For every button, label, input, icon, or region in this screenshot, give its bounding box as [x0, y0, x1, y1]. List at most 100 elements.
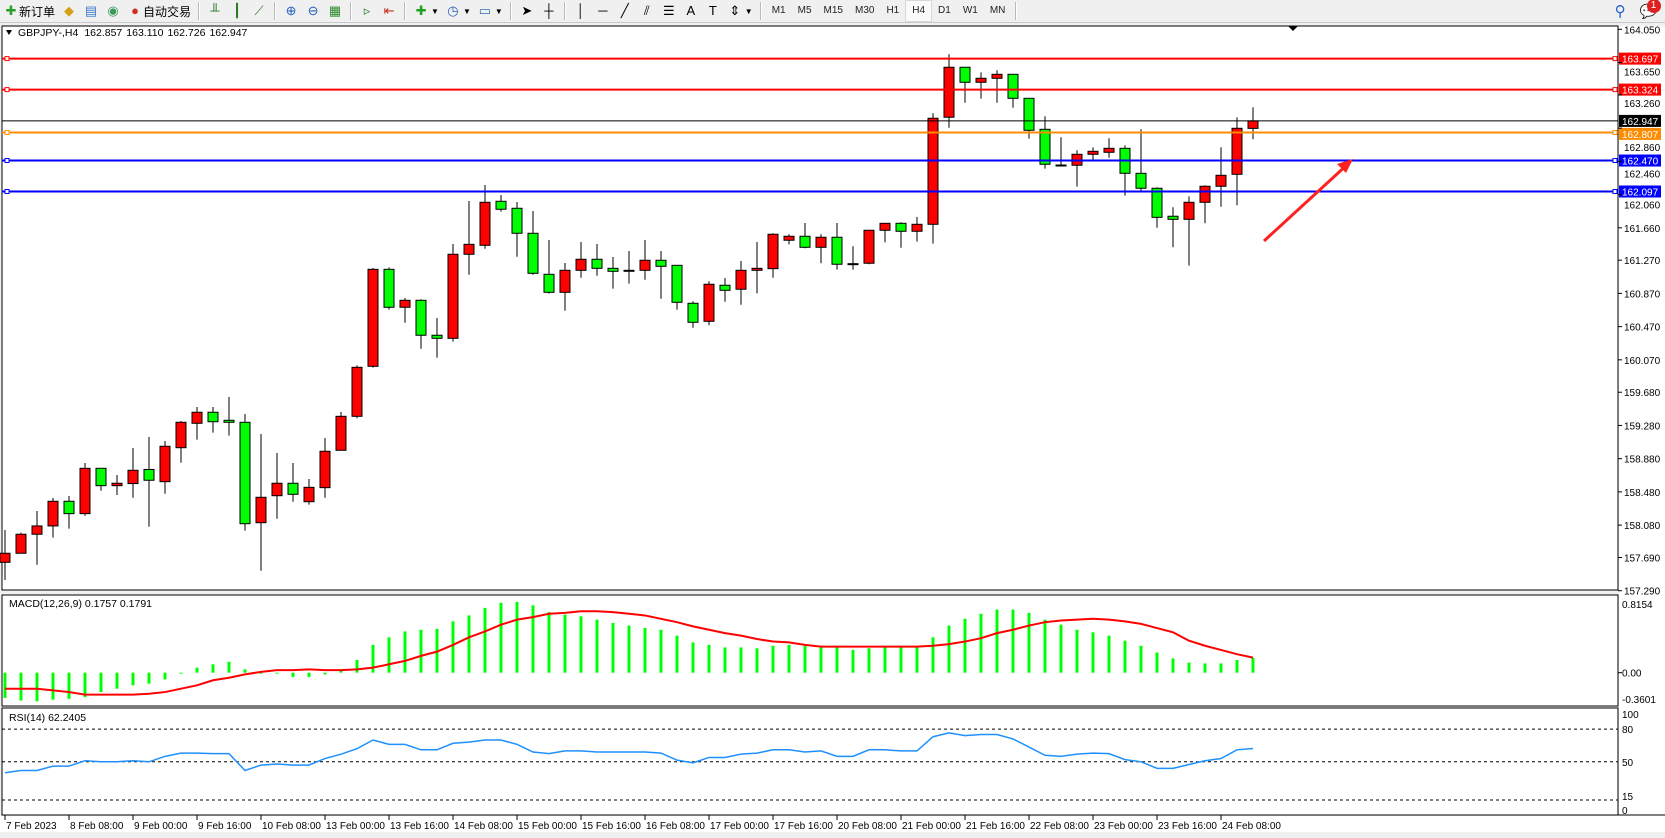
level-handle-icon[interactable] [1612, 130, 1618, 136]
signals-button[interactable]: ◉ [102, 1, 124, 21]
add-indicator-icon: ✚ [415, 3, 427, 18]
level-handle-icon[interactable] [1612, 188, 1618, 194]
horizontal-level[interactable]: 162.097 [2, 185, 1661, 198]
timeframe-m15[interactable]: M15 [823, 5, 843, 16]
horizontal-level[interactable]: 163.697 [2, 52, 1661, 66]
cursor-button[interactable]: ➤ [516, 1, 538, 21]
chart-shift-icon: ⇤ [383, 3, 395, 18]
candle [495, 194, 507, 212]
chart-shift-marker-icon[interactable] [1288, 26, 1298, 31]
time-tick-label: 16 Feb 08:00 [646, 821, 705, 832]
bid-price-line[interactable]: 162.947 [2, 114, 1661, 128]
macd-bar [35, 672, 39, 702]
crosshair-button[interactable]: ┼ [538, 1, 560, 21]
candle-body [175, 421, 187, 449]
time-tick-label: 13 Feb 16:00 [390, 821, 449, 832]
vertical-line-button[interactable]: │ [570, 1, 592, 21]
annotation-arrow[interactable] [1262, 161, 1351, 243]
line-chart-icon: ⟋ [254, 3, 264, 18]
macd-bar [1187, 662, 1191, 673]
indicators-button[interactable]: ✚ ▼ [410, 1, 442, 21]
candle [671, 264, 683, 310]
candle-body [95, 467, 107, 487]
macd-panel[interactable] [1, 594, 1619, 707]
zoom-out-button[interactable]: ⊖ [302, 1, 324, 21]
collapse-triangle-icon[interactable] [6, 30, 12, 35]
market-watch-button[interactable]: ◆ [58, 1, 80, 21]
horizontal-line-button[interactable]: ─ [592, 1, 614, 21]
candlestick-button[interactable]: ┃ [226, 1, 248, 21]
data-window-button[interactable]: ▤ [80, 1, 102, 21]
candle [607, 257, 619, 289]
fibonacci-button[interactable]: ☰ [658, 1, 680, 21]
level-handle-icon[interactable] [1612, 56, 1618, 62]
text-label-button[interactable]: T [702, 1, 724, 21]
candle-body [367, 268, 379, 367]
candle-body [975, 77, 987, 83]
candle [687, 301, 699, 328]
candle [271, 453, 283, 519]
macd-label: MACD(12,26,9) 0.1757 0.1791 [9, 598, 152, 610]
arrows-button[interactable]: ⇕ ▼ [724, 1, 756, 21]
auto-trading-button[interactable]: ● 自动交易 [124, 1, 194, 21]
level-handle-icon[interactable] [1612, 158, 1618, 164]
high-value: 163.110 [126, 27, 163, 39]
timeframe-m1[interactable]: M1 [771, 5, 786, 16]
chart-shift-button[interactable]: ⇤ [378, 1, 400, 21]
candle-body [591, 258, 603, 269]
macd-bar [979, 613, 983, 673]
notifications-button[interactable]: 💬1 [1640, 0, 1661, 20]
candle-body [159, 445, 171, 483]
timeframe-h4[interactable]: H4 [905, 0, 933, 22]
macd-bar [707, 644, 711, 673]
periods-button[interactable]: ◷ ▼ [442, 1, 474, 21]
level-handle-icon[interactable] [1612, 87, 1618, 93]
text-button[interactable]: A [680, 1, 702, 21]
price-tick-label: 159.280 [1624, 421, 1661, 432]
equidistant-channel-button[interactable]: ⫽ [636, 1, 658, 21]
horizontal-level[interactable]: 163.324 [2, 83, 1661, 97]
price-tick-label: 160.870 [1624, 289, 1661, 300]
candle-body [735, 269, 747, 290]
candle-body [463, 243, 475, 255]
level-handle-icon[interactable] [4, 158, 10, 164]
timeframe-m30[interactable]: M30 [854, 5, 875, 16]
level-handle-icon[interactable] [4, 130, 10, 136]
timeframe-d1[interactable]: D1 [938, 5, 951, 16]
new-order-button[interactable]: ✚ 新订单 [0, 1, 58, 21]
candle [719, 277, 731, 302]
timeframe-m5[interactable]: M5 [797, 5, 812, 16]
candle [287, 462, 299, 502]
macd-bar [163, 672, 167, 680]
level-handle-icon[interactable] [4, 188, 10, 194]
line-chart-button[interactable]: ⟋ [248, 1, 270, 21]
macd-bar [963, 618, 967, 673]
price-panel[interactable] [1, 25, 1619, 591]
candle-body [751, 267, 763, 271]
level-handle-icon[interactable] [4, 87, 10, 93]
text-icon: A [686, 3, 696, 18]
auto-scroll-button[interactable]: ▹ [356, 1, 378, 21]
horizontal-levels[interactable]: 163.697 163.324 162.947 162.807 162.470 162.0… [2, 52, 1661, 199]
candle-body [879, 222, 891, 231]
zoom-in-button[interactable]: ⊕ [280, 1, 302, 21]
trendline-button[interactable]: ╱ [614, 1, 636, 21]
time-tick-label: 9 Feb 16:00 [198, 821, 252, 832]
timeframe-w1[interactable]: W1 [962, 5, 978, 16]
horizontal-level[interactable]: 162.807 [2, 127, 1661, 141]
templates-button[interactable]: ▭ ▼ [474, 1, 506, 21]
candle [527, 211, 539, 275]
candle [703, 281, 715, 326]
tile-windows-button[interactable]: ▦ [324, 1, 346, 21]
time-tick-label: 14 Feb 08:00 [454, 821, 513, 832]
macd-bar [323, 672, 327, 675]
bar-chart-button[interactable]: ╨ [204, 1, 226, 21]
time-axis[interactable] [0, 816, 1665, 832]
timeframe-mn[interactable]: MN [989, 5, 1006, 16]
level-handle-icon[interactable] [4, 56, 10, 62]
timeframe-h1[interactable]: H1 [886, 5, 900, 16]
macd-bar [787, 644, 791, 673]
search-icon[interactable]: ⚲ [1614, 3, 1626, 20]
candle [1103, 138, 1115, 158]
